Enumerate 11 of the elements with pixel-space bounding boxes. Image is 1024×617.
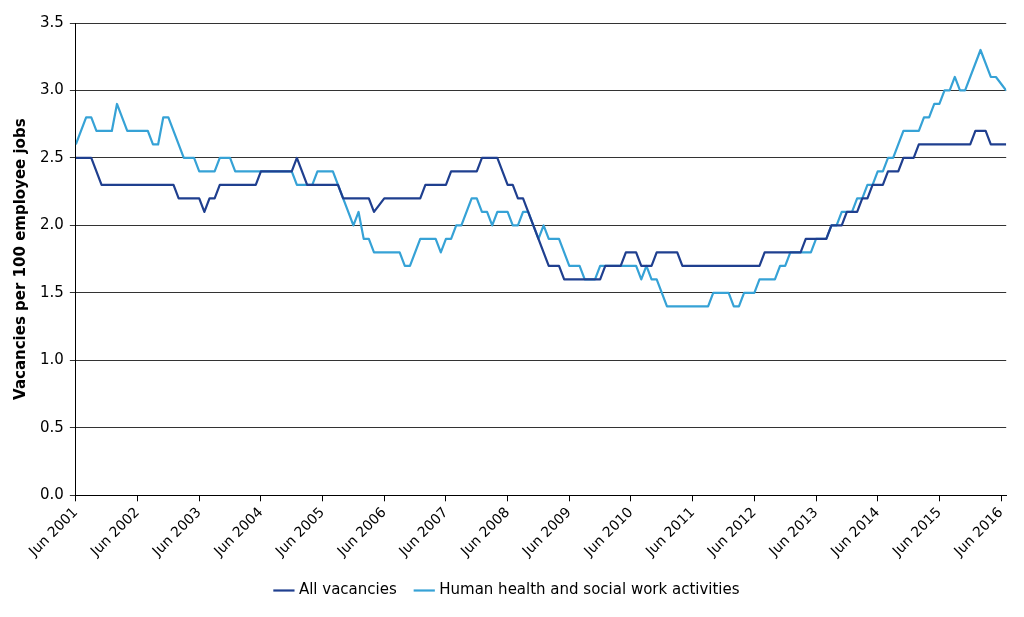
- y-tick-label: 3.5: [40, 12, 64, 31]
- legend-label: Human health and social work activities: [439, 580, 740, 599]
- y-tick-label: 0.5: [40, 417, 64, 436]
- y-tick-label: 1.0: [40, 350, 64, 369]
- y-tick-label: 1.5: [40, 282, 64, 301]
- y-axis-title: Vacancies per 100 employee jobs: [10, 118, 29, 400]
- legend-label: All vacancies: [298, 580, 397, 599]
- y-tick-label: 2.5: [40, 147, 64, 166]
- y-tick-label: 3.0: [40, 80, 64, 99]
- y-tick-label: 0.0: [40, 485, 64, 504]
- y-tick-label: 2.0: [40, 215, 64, 234]
